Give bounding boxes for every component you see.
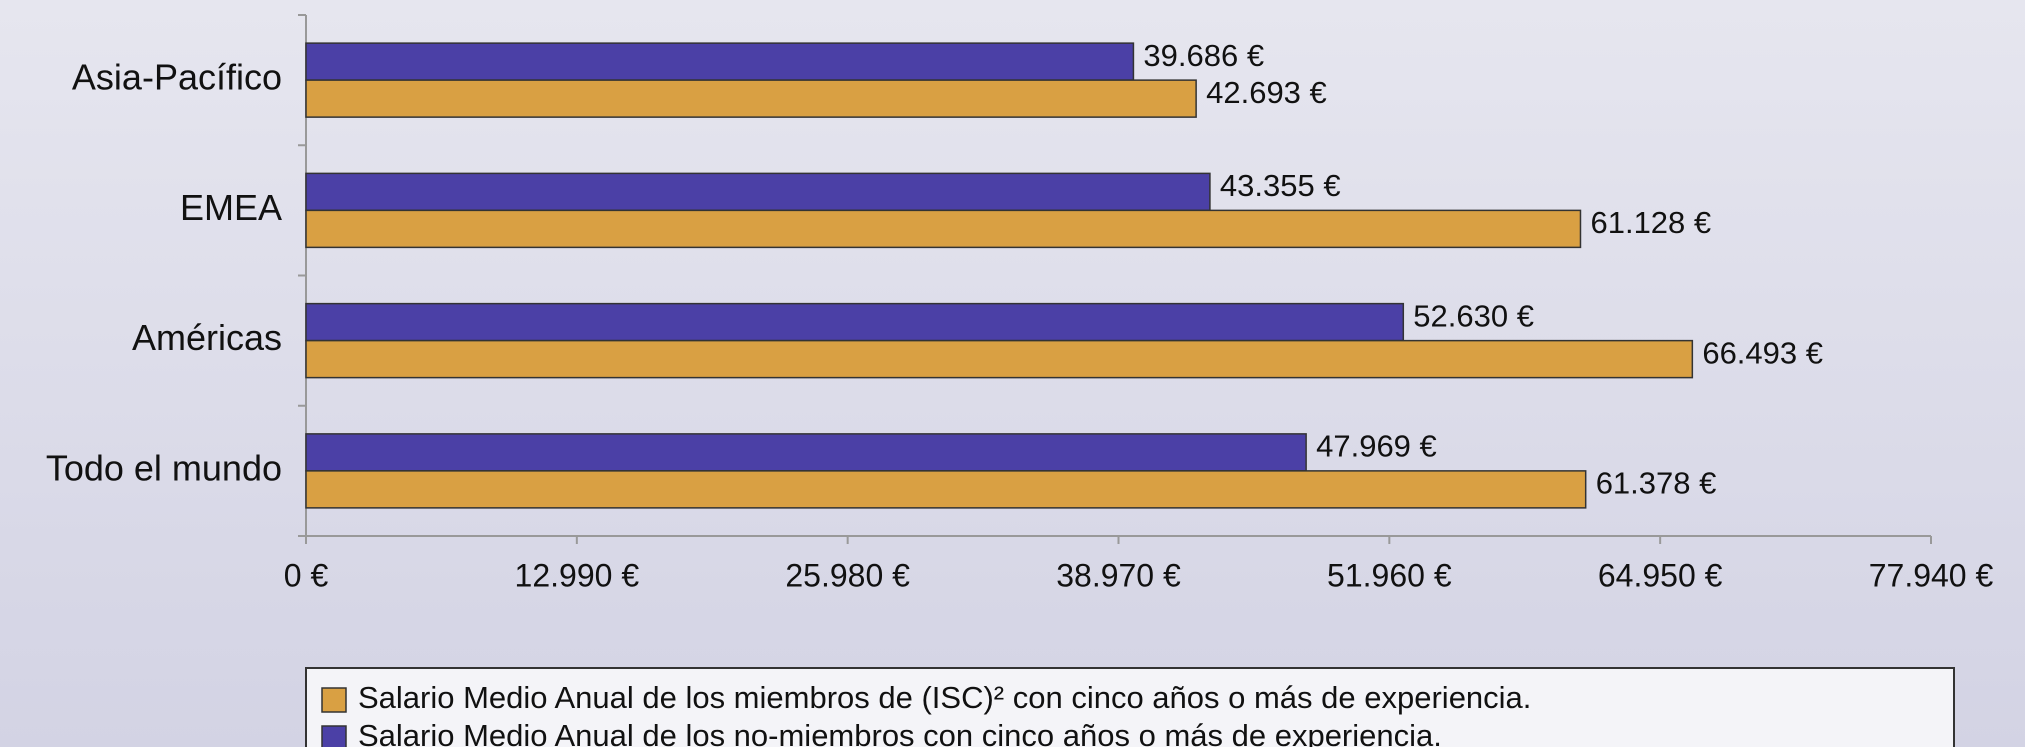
category-label: EMEA [180, 187, 282, 228]
category-label: Asia-Pacífico [72, 57, 282, 98]
bar [305, 42, 1135, 81]
value-label: 61.378 € [1596, 466, 1717, 501]
x-tick-label: 12.990 € [515, 557, 640, 593]
value-label: 39.686 € [1143, 38, 1264, 73]
bar [305, 470, 1587, 509]
category-label: Todo el mundo [46, 447, 282, 488]
value-label: 43.355 € [1220, 168, 1341, 203]
x-tick-label: 0 € [284, 557, 329, 593]
value-label: 42.693 € [1206, 75, 1327, 110]
legend-swatch [321, 687, 347, 713]
x-tick-label: 51.960 € [1327, 557, 1452, 593]
value-label: 66.493 € [1702, 335, 1823, 370]
legend-label: Salario Medio Anual de los miembros de (… [358, 680, 1531, 715]
x-tick-label: 77.940 € [1869, 557, 1994, 593]
legend-swatch [321, 725, 347, 747]
bar [305, 339, 1694, 379]
bar [305, 433, 1307, 472]
bar [305, 172, 1211, 212]
bar [305, 302, 1405, 342]
x-tick-label: 38.970 € [1056, 557, 1181, 593]
legend-box [305, 667, 1955, 747]
bar [305, 79, 1197, 118]
x-tick-label: 25.980 € [785, 557, 910, 593]
value-label: 52.630 € [1413, 298, 1534, 333]
value-label: 47.969 € [1316, 429, 1437, 464]
bar [305, 209, 1582, 249]
x-tick-label: 64.950 € [1598, 557, 1723, 593]
legend-label: Salario Medio Anual de los no-miembros c… [358, 718, 1442, 747]
value-label: 61.128 € [1590, 205, 1711, 240]
category-label: Américas [132, 317, 282, 358]
